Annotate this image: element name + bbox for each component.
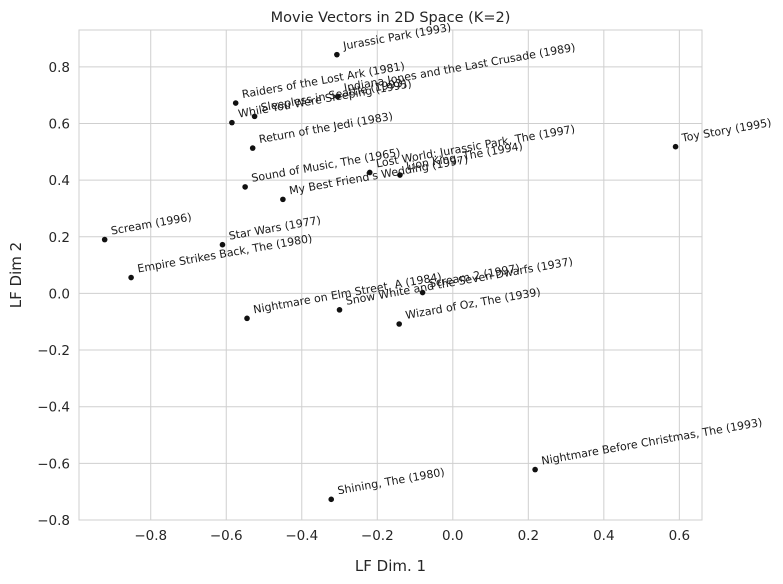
data-point bbox=[396, 321, 402, 327]
y-tick-label: 0.2 bbox=[49, 230, 70, 246]
x-tick-label: 0.6 bbox=[669, 528, 690, 544]
point-label: Scream (1996) bbox=[110, 211, 193, 238]
y-tick-label: −0.4 bbox=[37, 400, 70, 416]
plot-frame bbox=[78, 29, 703, 521]
data-point bbox=[532, 466, 538, 473]
x-tick-labels: −0.8 −0.6 −0.4 −0.2 0.0 0.2 0.4 0.6 bbox=[134, 528, 690, 544]
data-point bbox=[101, 236, 108, 243]
data-point bbox=[334, 93, 341, 100]
data-point bbox=[244, 315, 250, 322]
data-point bbox=[251, 113, 258, 120]
x-tick-label: −0.2 bbox=[361, 528, 394, 544]
data-point bbox=[328, 496, 335, 503]
data-point bbox=[229, 119, 235, 126]
point-label: Nightmare Before Christmas, The (1993) bbox=[540, 416, 763, 468]
data-point bbox=[672, 143, 679, 150]
y-axis-label: LF Dim 2 bbox=[7, 242, 25, 308]
data-point bbox=[419, 289, 426, 296]
point-label: Empire Strikes Back, The (1980) bbox=[136, 232, 313, 276]
y-tick-label: −0.6 bbox=[37, 456, 70, 472]
data-point bbox=[232, 100, 239, 106]
data-point bbox=[397, 172, 403, 178]
grid bbox=[79, 30, 702, 521]
y-tick-label: 0.6 bbox=[49, 116, 70, 132]
data-points bbox=[101, 51, 679, 503]
x-tick-label: −0.8 bbox=[134, 528, 167, 544]
chart-title: Movie Vectors in 2D Space (K=2) bbox=[271, 10, 511, 26]
data-point bbox=[366, 169, 373, 176]
x-tick-label: −0.6 bbox=[210, 528, 243, 544]
y-tick-label: −0.8 bbox=[37, 513, 70, 529]
y-tick-label: 0.8 bbox=[49, 60, 70, 76]
x-axis-label: LF Dim. 1 bbox=[355, 557, 426, 575]
data-point bbox=[249, 145, 256, 151]
data-point bbox=[128, 274, 134, 281]
data-point bbox=[280, 196, 286, 203]
y-tick-label: 0.4 bbox=[49, 173, 70, 189]
point-labels: Jurassic Park (1993)Indiana Jones and th… bbox=[110, 21, 772, 497]
data-point bbox=[334, 51, 340, 58]
point-label: Return of the Jedi (1983) bbox=[258, 110, 394, 146]
y-tick-labels: −0.8 −0.6 −0.4 −0.2 0.0 0.2 0.4 0.6 0.8 bbox=[37, 60, 70, 529]
point-label: Shining, The (1980) bbox=[336, 466, 445, 498]
point-label: Toy Story (1995) bbox=[680, 116, 773, 145]
y-tick-label: 0.0 bbox=[49, 286, 70, 302]
data-point bbox=[242, 184, 248, 190]
x-tick-label: −0.4 bbox=[285, 528, 318, 544]
y-tick-label: −0.2 bbox=[37, 343, 70, 359]
x-tick-label: 0.0 bbox=[442, 528, 463, 544]
x-tick-label: 0.4 bbox=[593, 528, 614, 544]
x-tick-label: 0.2 bbox=[518, 528, 539, 544]
data-point bbox=[219, 241, 226, 248]
data-point bbox=[336, 307, 343, 313]
